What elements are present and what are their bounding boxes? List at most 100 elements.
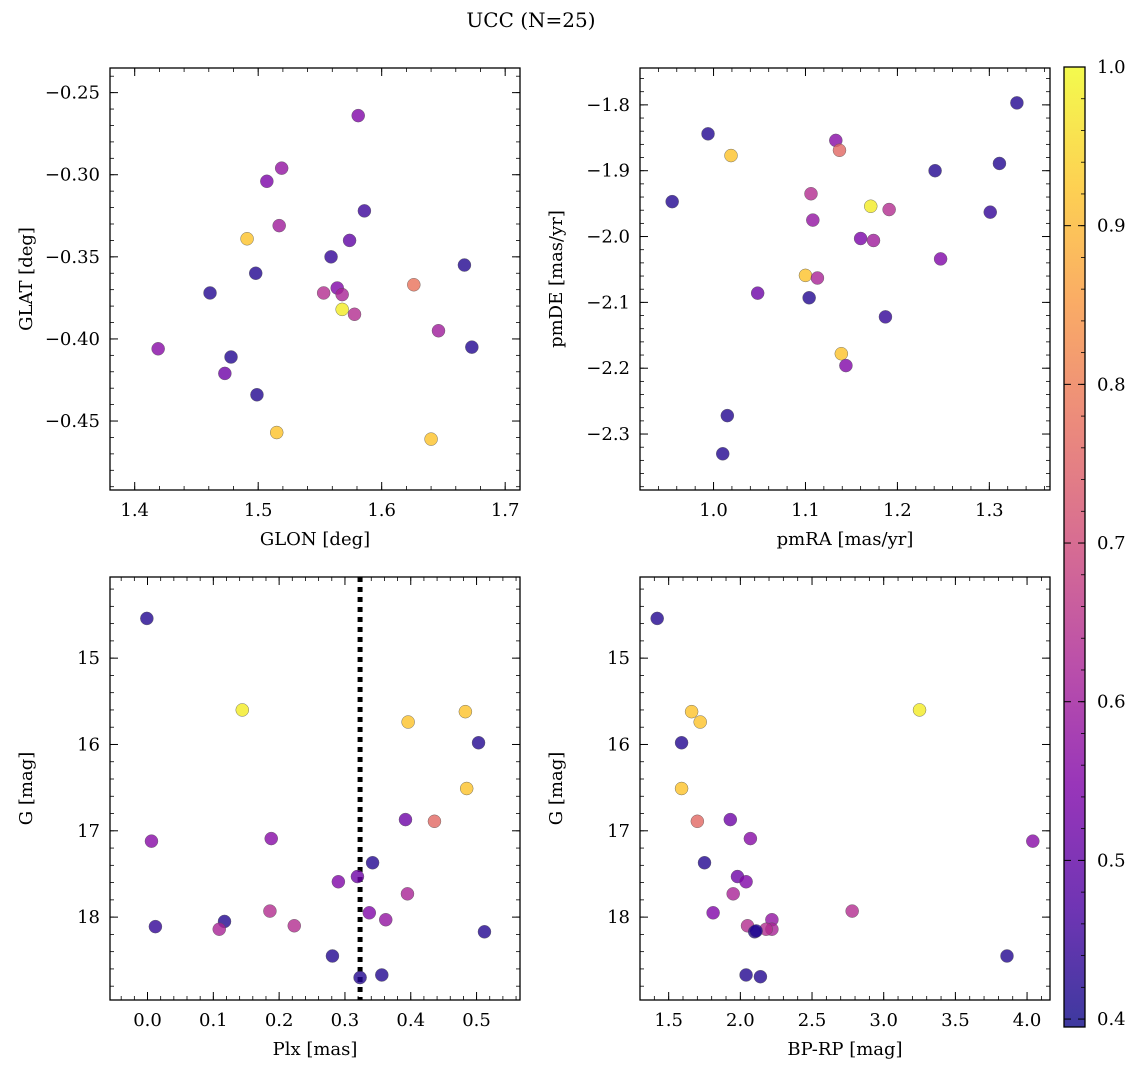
scatter-point (665, 194, 679, 209)
scatter-point (324, 250, 338, 264)
scatter-point (716, 447, 730, 461)
scatter-point (753, 969, 768, 984)
x-tick-label: 0.1 (199, 1010, 228, 1031)
scatter-point (471, 736, 486, 750)
scatter-point (723, 812, 738, 827)
scatter-point (260, 174, 274, 188)
scatter-point (203, 286, 217, 300)
y-axis-label: G [mag] (16, 752, 37, 825)
panel-top-right: 1.0 1.1 1.2 1.3 −1.8 −1.9 −2.0 −2.1 −2.2 −2.3 pmRA… (546, 67, 1051, 550)
scatter-point (834, 347, 849, 361)
panel-bottom-left: 0.0 0.1 0.2 0.3 0.4 0.5 15 16 17 18 Plx [mas] G [ma… (16, 576, 521, 1060)
y-tick-label: −1.9 (586, 161, 630, 182)
colorbar-tick-label: 0.7 (1097, 533, 1126, 554)
y-tick-label: 15 (77, 648, 100, 669)
scatter-point (802, 291, 816, 305)
y-tick-label: −2.0 (586, 227, 630, 248)
scatter-point (739, 875, 753, 889)
scatter-point (1010, 96, 1024, 110)
scatter-point (235, 703, 249, 717)
colorbar-tick-label: 0.4 (1097, 1009, 1126, 1030)
y-tick-label: −0.25 (45, 83, 100, 104)
colorbar-frame (1063, 66, 1086, 1028)
y-tick-label: 18 (607, 907, 630, 928)
y-tick-label: 17 (77, 821, 100, 842)
y-tick-label: −0.40 (45, 329, 100, 350)
y-tick-label: −0.35 (45, 247, 100, 268)
scatter-point (706, 906, 720, 920)
scatter-point (144, 834, 159, 848)
y-tick-label: −0.30 (45, 165, 100, 186)
scatter-point (810, 271, 825, 285)
scatter-point (983, 205, 997, 219)
x-tick-label: 3.5 (941, 1010, 970, 1031)
x-tick-label: 1.5 (244, 500, 273, 521)
y-tick-label: 16 (607, 734, 630, 755)
x-tick-label: 1.0 (699, 500, 728, 521)
scatter-point (853, 231, 868, 246)
scatter-point (749, 924, 763, 938)
scatter-point (212, 922, 226, 936)
scatter-point (264, 831, 278, 846)
colorbar: 0.4 0.5 0.6 0.7 0.8 0.9 1.0 (1063, 57, 1126, 1030)
scatter-point (375, 968, 389, 982)
x-tick-label: 1.6 (367, 500, 396, 521)
colorbar-tick-label: 0.8 (1097, 374, 1126, 395)
scatter-point (726, 887, 740, 901)
scatter-point (270, 425, 284, 440)
scatter-point (362, 906, 376, 920)
scatter-point (350, 869, 365, 884)
y-tick-label: 15 (607, 648, 630, 669)
scatter-point (674, 781, 689, 796)
scatter-point (224, 350, 238, 364)
scatter-point (690, 814, 705, 829)
scatter-point (401, 715, 415, 729)
scatter-point (335, 287, 349, 302)
axes-frame (109, 67, 521, 491)
colorbar-tick-label: 0.6 (1097, 692, 1126, 713)
scatter-point (878, 310, 893, 324)
scatter-point (342, 233, 357, 248)
scatter-point (912, 703, 927, 717)
scatter-point (701, 127, 715, 141)
scatter-point (274, 161, 289, 175)
y-tick-label: −0.45 (45, 411, 100, 432)
x-tick-label: 0.3 (331, 1010, 360, 1031)
scatter-point (650, 611, 664, 626)
scatter-point (148, 919, 163, 934)
scatter-point (240, 232, 254, 246)
y-axis-label: pmDE [mas/yr] (546, 210, 567, 348)
scatter-point (398, 812, 413, 827)
scatter-point (458, 704, 473, 719)
scatter-point (325, 949, 340, 963)
figure-title: UCC (N=25) (466, 8, 595, 32)
scatter-point (218, 366, 232, 381)
scatter-point (845, 904, 859, 918)
scatter-point (353, 970, 367, 985)
scatter-point (750, 286, 765, 300)
scatter-point (697, 856, 712, 870)
y-tick-label: 16 (77, 734, 100, 755)
scatter-point (272, 218, 286, 233)
scatter-point (674, 736, 689, 750)
x-axis-label: pmRA [mas/yr] (777, 529, 914, 550)
colorbar-tick-label: 1.0 (1097, 57, 1126, 78)
scatter-point (347, 307, 362, 322)
scatter-point (351, 108, 365, 123)
scatter-point (864, 199, 878, 213)
x-axis-label: Plx [mas] (273, 1039, 358, 1060)
scatter-point (933, 252, 948, 266)
scatter-point (431, 324, 446, 338)
y-tick-label: 18 (77, 907, 100, 928)
scatter-point (457, 258, 472, 272)
x-tick-label: 1.3 (975, 500, 1004, 521)
scatter-point (693, 715, 707, 729)
scatter-point (1000, 949, 1014, 963)
colorbar-tick-label: 0.5 (1097, 850, 1126, 871)
panel-bottom-right: 1.5 2.0 2.5 3.0 3.5 4.0 15 16 17 18 BP-RP [mag] G [… (546, 576, 1051, 1060)
scatter-point (249, 266, 263, 280)
scatter-point (140, 611, 154, 626)
axes-frame (109, 576, 521, 1001)
y-axis-label: GLAT [deg] (16, 227, 37, 331)
